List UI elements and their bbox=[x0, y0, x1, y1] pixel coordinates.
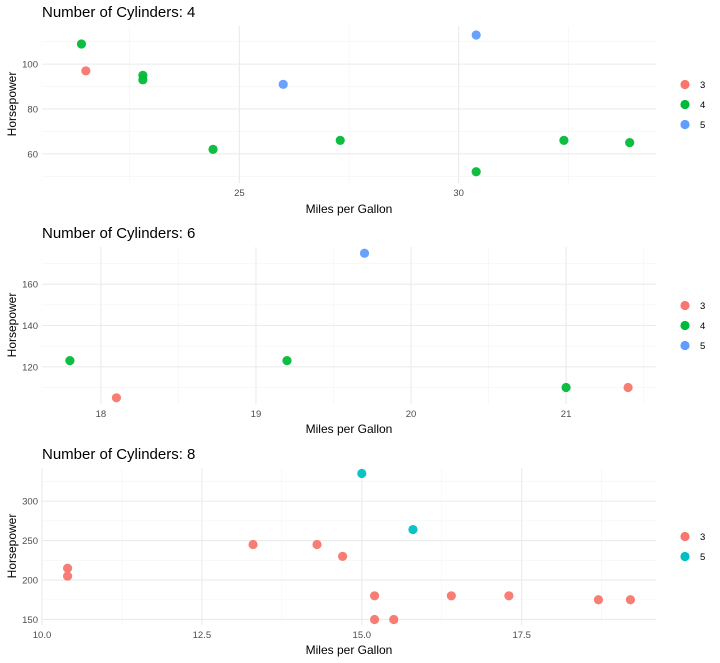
y-tick-label: 250 bbox=[22, 536, 38, 547]
data-point-series-4 bbox=[76, 39, 87, 49]
y-axis-label: Horsepower bbox=[5, 72, 19, 137]
legend-key-3 bbox=[680, 300, 690, 311]
y-tick-label: 80 bbox=[27, 104, 38, 115]
scatter-panel-3: 10.0 12.5 15.0 17.5 150 200 250 300 Number of Cy… bbox=[5, 446, 705, 657]
x-axis-label: Miles per Gallon bbox=[306, 643, 393, 657]
y-tick-label: 60 bbox=[27, 149, 38, 160]
legend-label-5: 5 bbox=[700, 120, 705, 131]
legend-key-3 bbox=[680, 531, 690, 542]
x-tick-label: 20 bbox=[406, 409, 417, 420]
data-point-series-5 bbox=[408, 524, 418, 535]
data-point-series-3 bbox=[369, 591, 380, 601]
data-point-series-3 bbox=[504, 591, 514, 601]
legend-label-3: 3 bbox=[700, 301, 705, 312]
y-tick-label: 150 bbox=[22, 615, 38, 626]
x-tick-label: 17.5 bbox=[512, 630, 531, 641]
scatter-panel-2: 18 19 20 21 120 140 160 Number of Cylinders: 6 M… bbox=[5, 225, 705, 436]
data-point-series-3 bbox=[248, 539, 258, 550]
data-point-series-5 bbox=[471, 30, 481, 40]
legend-label-3: 3 bbox=[700, 532, 705, 543]
y-axis-label: Horsepower bbox=[5, 293, 19, 358]
legend-label-5: 5 bbox=[700, 341, 705, 352]
x-tick-label: 30 bbox=[453, 188, 464, 199]
data-point-series-3 bbox=[62, 563, 73, 573]
legend-label-5: 5 bbox=[700, 552, 705, 563]
panel-title: Number of Cylinders: 6 bbox=[42, 225, 195, 242]
data-point-series-3 bbox=[81, 66, 91, 76]
data-point-series-4 bbox=[559, 135, 569, 145]
data-point-series-4 bbox=[335, 135, 345, 145]
data-point-series-3 bbox=[593, 595, 604, 605]
legend-key-3 bbox=[680, 79, 690, 90]
x-axis-label: Miles per Gallon bbox=[306, 422, 393, 436]
data-point-series-5 bbox=[278, 79, 288, 89]
x-tick-label: 25 bbox=[234, 188, 245, 199]
data-point-series-5 bbox=[357, 468, 367, 479]
data-point-series-4 bbox=[625, 138, 635, 148]
scatter-panel-1: 25 30 60 80 100 Number of Cylinders: 4 Miles p… bbox=[5, 4, 705, 216]
x-tick-label: 21 bbox=[561, 409, 572, 420]
x-tick-label: 19 bbox=[251, 409, 262, 420]
y-axis-label: Horsepower bbox=[5, 514, 19, 579]
data-point-series-3 bbox=[625, 595, 636, 605]
data-point-series-4 bbox=[561, 382, 571, 393]
data-point-series-3 bbox=[111, 393, 122, 403]
data-point-series-4 bbox=[471, 167, 481, 177]
x-axis-label: Miles per Gallon bbox=[306, 202, 393, 216]
legend-label-4: 4 bbox=[700, 321, 705, 332]
data-point-series-3 bbox=[623, 382, 633, 393]
data-point-series-4 bbox=[138, 75, 148, 85]
x-tick-label: 12.5 bbox=[193, 630, 212, 641]
legend-key-4 bbox=[680, 320, 690, 331]
y-tick-label: 300 bbox=[22, 497, 38, 508]
data-point-series-3 bbox=[62, 571, 73, 581]
data-point-series-3 bbox=[312, 539, 322, 550]
data-point-series-4 bbox=[282, 356, 292, 366]
legend-key-5 bbox=[680, 551, 690, 562]
data-point-series-3 bbox=[369, 614, 380, 625]
data-point-series-3 bbox=[446, 591, 456, 601]
y-tick-label: 160 bbox=[22, 280, 38, 291]
legend-key-5 bbox=[680, 340, 690, 351]
legend-key-4 bbox=[680, 99, 690, 110]
y-tick-label: 120 bbox=[22, 362, 38, 373]
y-tick-label: 100 bbox=[22, 60, 38, 71]
legend-label-3: 3 bbox=[700, 80, 705, 91]
legend-label-4: 4 bbox=[700, 100, 705, 111]
x-tick-label: 15.0 bbox=[353, 630, 372, 641]
x-tick-label: 18 bbox=[96, 409, 107, 420]
panel-title: Number of Cylinders: 8 bbox=[42, 446, 195, 463]
data-point-series-4 bbox=[208, 144, 218, 154]
data-point-series-3 bbox=[389, 614, 399, 625]
data-point-series-3 bbox=[338, 551, 348, 561]
data-point-series-5 bbox=[359, 248, 370, 258]
y-tick-label: 200 bbox=[22, 576, 38, 587]
legend-key-5 bbox=[680, 119, 690, 130]
y-tick-label: 140 bbox=[22, 321, 38, 332]
x-tick-label: 10.0 bbox=[33, 630, 52, 641]
data-point-series-4 bbox=[65, 356, 75, 366]
panel-title: Number of Cylinders: 4 bbox=[42, 4, 195, 21]
